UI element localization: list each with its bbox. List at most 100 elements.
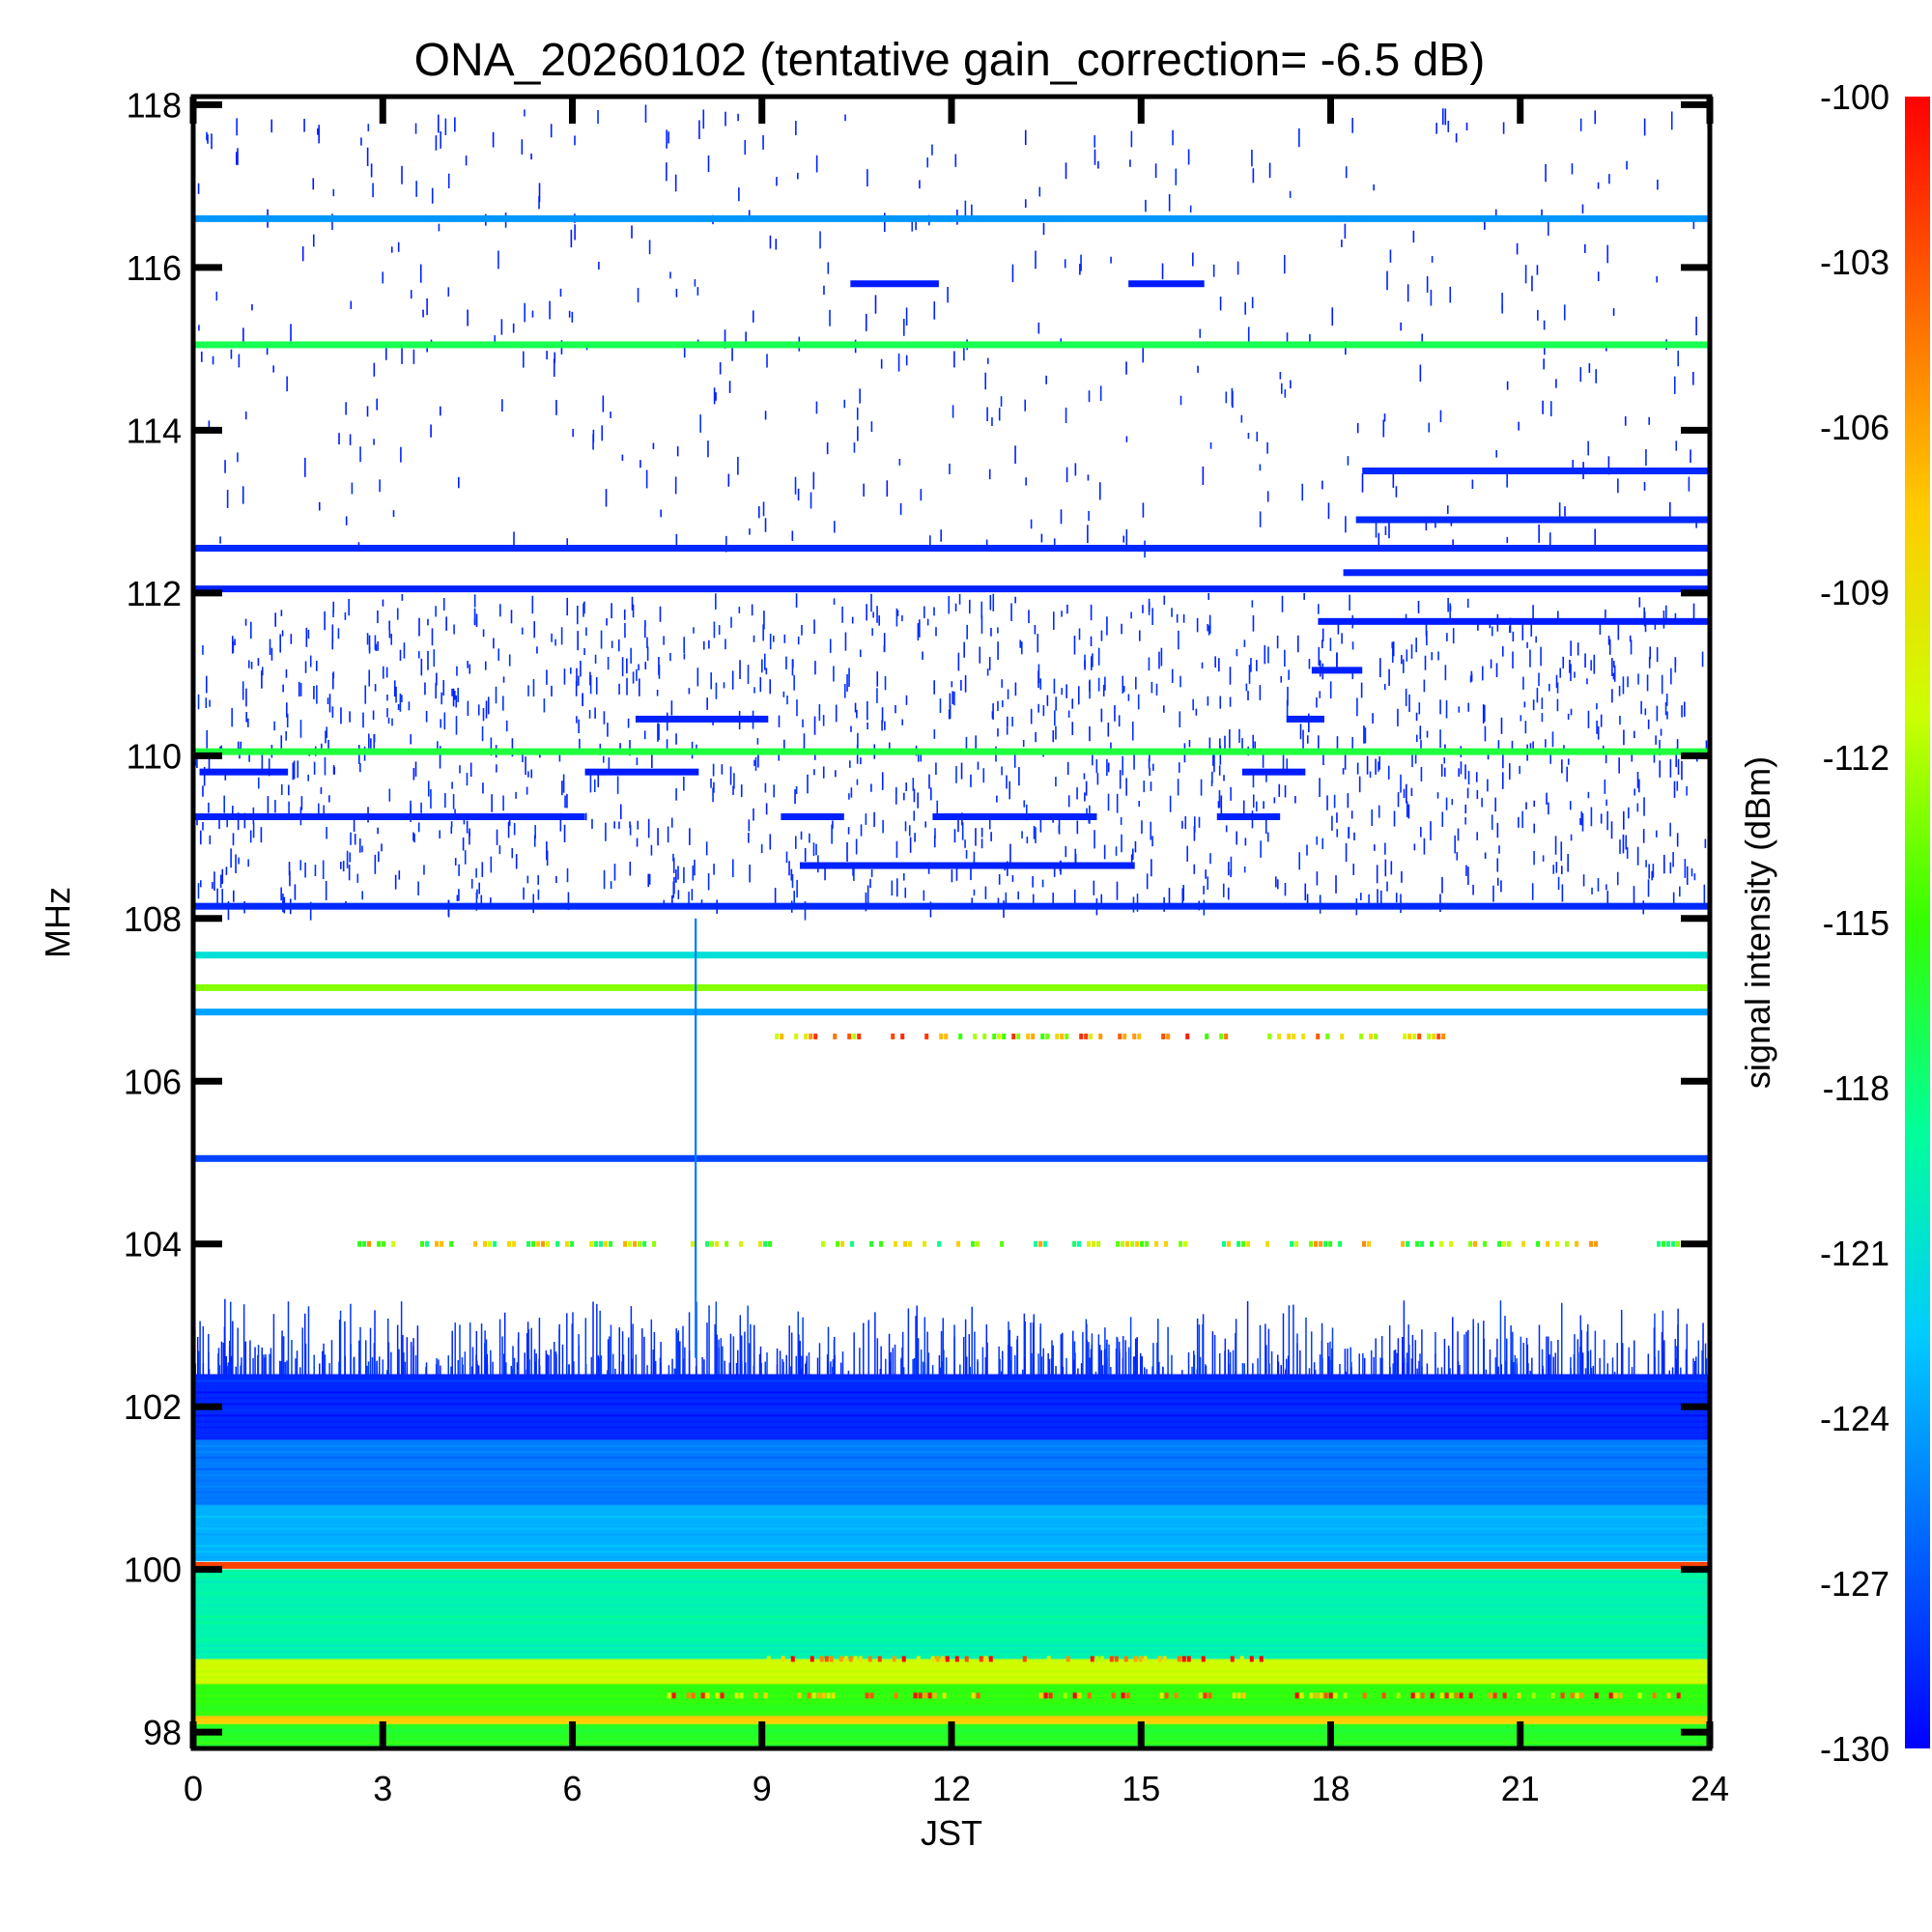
partial-carrier-segment — [720, 1692, 724, 1699]
partial-carrier-segment — [1135, 1240, 1140, 1247]
scatter-mark — [270, 647, 273, 661]
scatter-mark — [710, 672, 713, 690]
scatter-mark — [883, 633, 886, 652]
partial-carrier-segment — [1439, 1692, 1444, 1699]
partial-carrier-segment — [1575, 1240, 1579, 1247]
partial-carrier-segment — [1412, 1033, 1417, 1039]
scatter-mark — [361, 845, 363, 853]
scatter-mark — [1526, 1344, 1529, 1375]
scatter-mark — [1616, 1343, 1618, 1375]
scatter-mark — [1345, 516, 1347, 533]
scatter-mark — [785, 851, 788, 864]
scatter-mark — [196, 1336, 199, 1375]
scatter-mark — [440, 719, 442, 728]
scatter-mark — [307, 629, 310, 639]
scatter-mark — [610, 1324, 612, 1375]
partial-carrier-segment — [425, 1240, 430, 1247]
partial-carrier — [1311, 667, 1363, 674]
scatter-mark — [1680, 1367, 1682, 1375]
scatter-mark — [1597, 725, 1600, 740]
scatter-mark — [414, 761, 417, 777]
scatter-mark — [560, 627, 563, 645]
scatter-mark — [1405, 613, 1407, 620]
scatter-mark — [984, 886, 987, 899]
scatter-mark — [646, 1365, 648, 1375]
scatter-mark — [286, 713, 289, 728]
scatter-mark — [392, 510, 395, 517]
scatter-mark — [435, 135, 438, 151]
scatter-mark — [901, 719, 904, 725]
scatter-mark — [450, 826, 453, 835]
noise-floor-stripe — [193, 1379, 1710, 1382]
scatter-mark — [1430, 289, 1433, 306]
scatter-mark — [332, 601, 335, 612]
scatter-mark — [724, 639, 726, 650]
scatter-mark — [559, 288, 562, 298]
scatter-mark — [565, 1366, 568, 1375]
carrier-line — [193, 545, 1710, 553]
scatter-mark — [197, 883, 200, 899]
scatter-mark — [1035, 827, 1037, 843]
scatter-mark — [1280, 1365, 1282, 1375]
scatter-mark — [425, 711, 428, 723]
scatter-mark — [829, 309, 831, 327]
scatter-mark — [613, 821, 615, 829]
scatter-mark — [769, 834, 772, 850]
scatter-mark — [899, 502, 902, 515]
scatter-mark — [1443, 757, 1446, 764]
scatter-mark — [415, 181, 417, 197]
x-axis-label: JST — [921, 1813, 982, 1853]
scatter-mark — [848, 793, 850, 800]
scatter-mark — [905, 782, 907, 792]
scatter-mark — [683, 777, 685, 791]
partial-carrier-segment — [1222, 1240, 1227, 1247]
scatter-mark — [374, 684, 377, 692]
partial-carrier-segment — [821, 1240, 826, 1247]
scatter-mark — [1299, 724, 1302, 740]
scatter-mark — [1400, 322, 1402, 331]
scatter-mark — [966, 624, 968, 639]
scatter-mark — [723, 682, 725, 689]
partial-carrier-segment — [973, 1033, 978, 1039]
partial-carrier-segment — [877, 1656, 882, 1662]
scatter-mark — [1199, 328, 1202, 338]
scatter-mark — [220, 1341, 223, 1375]
scatter-mark — [1287, 1355, 1290, 1375]
scatter-mark — [863, 1322, 865, 1375]
scatter-mark — [762, 134, 764, 150]
scatter-mark — [1270, 1350, 1273, 1375]
scatter-mark — [1538, 525, 1540, 543]
scatter-mark — [1181, 888, 1184, 906]
scatter-mark — [675, 288, 678, 298]
noise-floor-stripe — [193, 1550, 1710, 1553]
noise-floor-stripe — [193, 1598, 1710, 1601]
scatter-mark — [674, 174, 677, 192]
scatter-mark — [374, 1310, 376, 1375]
scatter-mark — [1076, 787, 1078, 800]
scatter-mark — [1577, 1351, 1579, 1375]
scatter-mark — [795, 785, 798, 794]
scatter-mark — [1690, 449, 1691, 463]
noise-floor-stripe — [193, 1650, 1710, 1653]
scatter-mark — [796, 879, 798, 898]
scatter-mark — [1555, 862, 1558, 873]
scatter-mark — [1034, 624, 1037, 635]
partial-carrier-segment — [945, 1656, 950, 1662]
scatter-mark — [1091, 1344, 1093, 1375]
scatter-mark — [894, 1344, 896, 1375]
scatter-mark — [589, 671, 591, 686]
scatter-mark — [1648, 657, 1651, 668]
scatter-mark — [398, 870, 401, 880]
scatter-mark — [1195, 708, 1198, 716]
scatter-mark — [1540, 646, 1542, 667]
scatter-mark — [470, 1366, 473, 1375]
scatter-mark — [1405, 688, 1407, 706]
scatter-mark — [607, 1370, 609, 1375]
scatter-mark — [719, 361, 722, 375]
partial-carrier-segment — [1154, 1240, 1159, 1247]
scatter-mark — [485, 1339, 488, 1375]
scatter-mark — [1524, 721, 1527, 734]
scatter-mark — [484, 661, 487, 670]
scatter-mark — [1679, 886, 1681, 897]
scatter-mark — [1306, 735, 1309, 744]
